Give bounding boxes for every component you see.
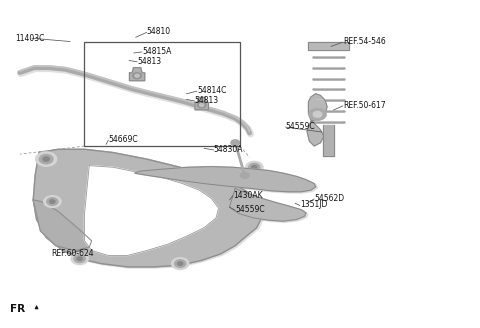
Bar xyxy=(84,42,240,146)
Circle shape xyxy=(43,157,49,161)
Text: 54562D: 54562D xyxy=(314,194,344,203)
Circle shape xyxy=(240,173,249,178)
Text: 1351JD: 1351JD xyxy=(300,200,327,209)
Circle shape xyxy=(71,253,88,265)
Text: FR: FR xyxy=(10,304,25,314)
Circle shape xyxy=(249,163,260,171)
Text: 54815A: 54815A xyxy=(142,47,171,56)
Circle shape xyxy=(252,166,257,169)
Text: 54810: 54810 xyxy=(147,27,171,36)
Text: 11403C: 11403C xyxy=(15,34,45,43)
Polygon shape xyxy=(137,168,318,193)
Polygon shape xyxy=(135,167,316,192)
Polygon shape xyxy=(130,68,145,81)
Circle shape xyxy=(74,255,85,262)
Text: 54813: 54813 xyxy=(137,57,161,66)
Circle shape xyxy=(47,198,58,205)
Text: REF.50-617: REF.50-617 xyxy=(343,101,385,110)
Polygon shape xyxy=(35,151,264,268)
Text: 54559C: 54559C xyxy=(286,122,315,131)
Polygon shape xyxy=(33,149,262,267)
Text: 54559C: 54559C xyxy=(235,205,265,214)
Polygon shape xyxy=(84,166,218,256)
Circle shape xyxy=(50,200,55,203)
Polygon shape xyxy=(308,42,349,50)
Text: 54813: 54813 xyxy=(194,96,219,105)
Polygon shape xyxy=(307,94,327,146)
Polygon shape xyxy=(195,97,208,110)
Circle shape xyxy=(135,74,139,77)
Text: REF.54-546: REF.54-546 xyxy=(343,37,385,46)
Polygon shape xyxy=(323,125,334,156)
Polygon shape xyxy=(229,189,306,221)
Text: 1430AK: 1430AK xyxy=(233,191,263,199)
Polygon shape xyxy=(231,190,308,222)
Text: 54669C: 54669C xyxy=(108,135,138,144)
Circle shape xyxy=(133,73,141,79)
Circle shape xyxy=(309,109,326,120)
Circle shape xyxy=(36,152,57,166)
Circle shape xyxy=(231,140,240,146)
Circle shape xyxy=(246,161,263,173)
Circle shape xyxy=(254,208,259,212)
Text: 54814C: 54814C xyxy=(197,86,226,95)
Circle shape xyxy=(251,206,263,214)
Text: REF.60-624: REF.60-624 xyxy=(51,249,94,258)
Circle shape xyxy=(44,196,61,207)
Circle shape xyxy=(39,154,53,164)
Circle shape xyxy=(171,258,189,270)
Circle shape xyxy=(313,112,322,117)
Circle shape xyxy=(248,204,265,215)
Circle shape xyxy=(200,104,204,107)
Circle shape xyxy=(178,262,183,265)
Text: 54830A: 54830A xyxy=(214,145,243,154)
Circle shape xyxy=(77,257,82,260)
Polygon shape xyxy=(33,200,92,251)
Circle shape xyxy=(175,260,186,267)
Circle shape xyxy=(198,102,206,108)
